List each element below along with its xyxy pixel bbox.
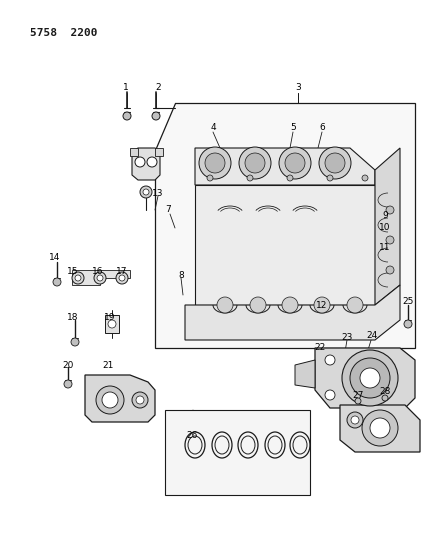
Circle shape — [119, 275, 125, 281]
Circle shape — [53, 278, 61, 286]
Circle shape — [282, 297, 298, 313]
Circle shape — [132, 392, 148, 408]
Text: 4: 4 — [210, 124, 216, 133]
Circle shape — [325, 355, 335, 365]
Text: 23: 23 — [341, 334, 353, 343]
Circle shape — [404, 320, 412, 328]
Circle shape — [386, 206, 394, 214]
Text: 3: 3 — [295, 84, 301, 93]
Circle shape — [250, 297, 266, 313]
Circle shape — [102, 392, 118, 408]
Polygon shape — [155, 103, 415, 348]
Circle shape — [386, 236, 394, 244]
Circle shape — [143, 189, 149, 195]
Circle shape — [199, 147, 231, 179]
Circle shape — [382, 395, 388, 401]
Circle shape — [64, 380, 72, 388]
Text: 2: 2 — [155, 84, 161, 93]
Polygon shape — [195, 185, 375, 305]
Polygon shape — [295, 360, 315, 388]
Circle shape — [152, 112, 160, 120]
Text: 7: 7 — [165, 206, 171, 214]
Text: 9: 9 — [382, 211, 388, 220]
Text: 20: 20 — [62, 360, 74, 369]
Circle shape — [72, 272, 84, 284]
Polygon shape — [185, 285, 400, 340]
Text: 27: 27 — [352, 391, 364, 400]
Text: 24: 24 — [366, 330, 377, 340]
Circle shape — [239, 147, 271, 179]
Circle shape — [285, 153, 305, 173]
Text: 5758  2200: 5758 2200 — [30, 28, 98, 38]
Circle shape — [71, 338, 79, 346]
Text: 11: 11 — [379, 244, 391, 253]
Circle shape — [247, 175, 253, 181]
Circle shape — [360, 368, 380, 388]
Circle shape — [140, 186, 152, 198]
Bar — [130, 148, 138, 156]
Circle shape — [351, 416, 359, 424]
Polygon shape — [72, 270, 130, 285]
Text: 1: 1 — [123, 84, 129, 93]
Circle shape — [94, 272, 106, 284]
Text: 19: 19 — [104, 313, 116, 322]
Polygon shape — [315, 348, 415, 408]
Text: 18: 18 — [67, 313, 79, 322]
Text: 5: 5 — [290, 124, 296, 133]
Circle shape — [136, 396, 144, 404]
Polygon shape — [195, 148, 375, 185]
Circle shape — [287, 175, 293, 181]
Circle shape — [350, 358, 390, 398]
Text: 22: 22 — [315, 343, 326, 352]
Text: 8: 8 — [178, 271, 184, 279]
Bar — [165, 410, 310, 495]
Text: 25: 25 — [402, 297, 414, 306]
Circle shape — [147, 157, 157, 167]
Circle shape — [217, 297, 233, 313]
Polygon shape — [375, 148, 400, 305]
Circle shape — [207, 175, 213, 181]
Bar — [105, 315, 119, 333]
Text: 13: 13 — [152, 189, 164, 198]
Text: 28: 28 — [379, 387, 391, 397]
Circle shape — [362, 175, 368, 181]
Text: 12: 12 — [316, 301, 328, 310]
Circle shape — [325, 390, 335, 400]
Text: 26: 26 — [186, 431, 198, 440]
Text: 17: 17 — [116, 268, 128, 277]
Circle shape — [314, 297, 330, 313]
Circle shape — [319, 147, 351, 179]
Text: 14: 14 — [49, 254, 61, 262]
Circle shape — [108, 320, 116, 328]
Circle shape — [386, 266, 394, 274]
Text: 16: 16 — [92, 268, 104, 277]
Polygon shape — [132, 148, 160, 180]
Circle shape — [135, 157, 145, 167]
Circle shape — [123, 112, 131, 120]
Circle shape — [279, 147, 311, 179]
Circle shape — [347, 412, 363, 428]
Circle shape — [245, 153, 265, 173]
Circle shape — [362, 410, 398, 446]
Text: 10: 10 — [379, 223, 391, 232]
Circle shape — [342, 350, 398, 406]
Circle shape — [96, 386, 124, 414]
Circle shape — [75, 275, 81, 281]
Circle shape — [327, 175, 333, 181]
Circle shape — [355, 398, 361, 404]
Circle shape — [97, 275, 103, 281]
Circle shape — [325, 153, 345, 173]
Polygon shape — [85, 375, 155, 422]
Circle shape — [205, 153, 225, 173]
Text: 6: 6 — [319, 124, 325, 133]
Circle shape — [370, 418, 390, 438]
Polygon shape — [340, 405, 420, 452]
Text: 15: 15 — [67, 268, 79, 277]
Text: 21: 21 — [102, 360, 114, 369]
Bar — [155, 148, 163, 156]
Circle shape — [347, 297, 363, 313]
Circle shape — [116, 272, 128, 284]
